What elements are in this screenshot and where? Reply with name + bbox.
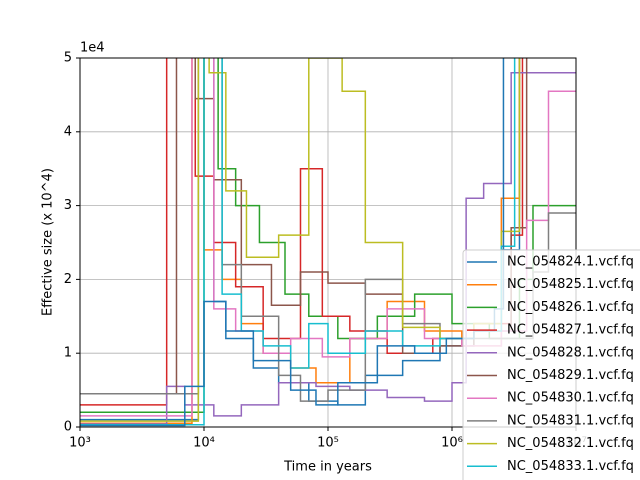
x-axis-label: Time in years [283,460,372,475]
y-tick-label: 0 [64,420,72,435]
y-offset-text: 1e4 [80,41,105,56]
legend: NC_054824.1.vcf.fq NC_054825.1.vcf.fq NC_0… [462,249,640,480]
series-line [80,72,576,425]
y-tick-label: 2 [64,272,72,287]
y-tick-label: 1 [64,346,72,361]
x-tick-label: 10⁵ [317,436,339,451]
legend-label: NC_054826.1.vcf.fq [507,300,634,315]
legend-label: NC_054830.1.vcf.fq [507,391,634,406]
y-axis-label: Effective size (x 10^4) [41,168,56,316]
legend-label: NC_054825.1.vcf.fq [507,277,634,292]
legend-label: NC_054829.1.vcf.fq [507,368,634,383]
y-tick-label: 3 [64,198,72,213]
y-tick-label: 5 [64,51,72,66]
legend-label: NC_054833.1.vcf.fq [507,459,634,474]
legend-label: NC_054827.1.vcf.fq [507,323,634,338]
x-tick-label: 10⁴ [193,436,215,451]
legend-label: NC_054831.1.vcf.fq [507,413,634,428]
y-tick-label: 4 [64,124,72,139]
legend-box [462,249,640,480]
legend-label: NC_054828.1.vcf.fq [507,345,634,360]
legend-label: NC_054824.1.vcf.fq [507,255,634,270]
legend-label: NC_054832.1.vcf.fq [507,436,634,451]
x-tick-label: 10³ [69,436,91,451]
x-tick-label: 10⁶ [441,436,463,451]
